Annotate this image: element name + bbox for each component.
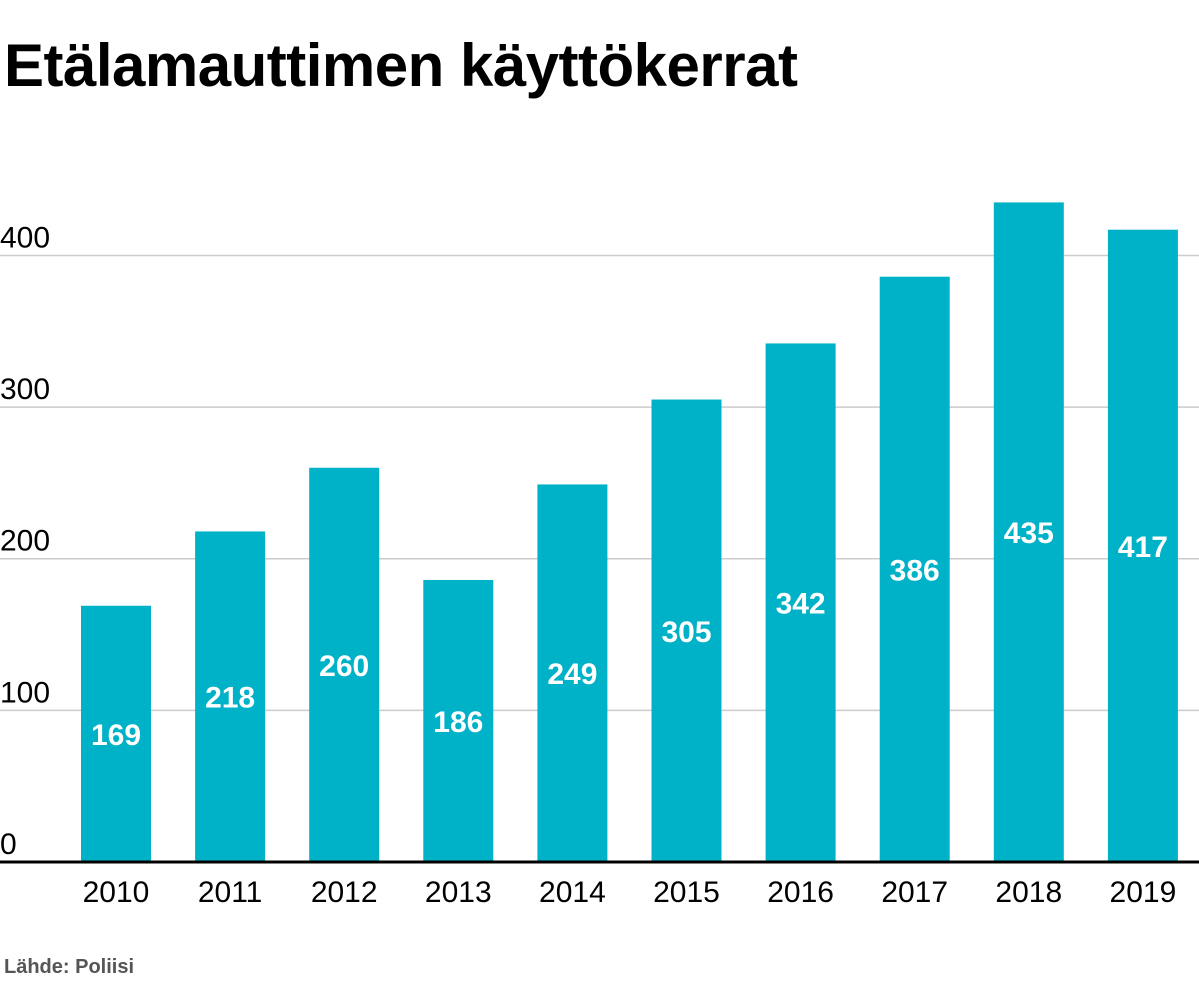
x-tick-label: 2012 xyxy=(311,876,378,909)
y-tick-label: 200 xyxy=(0,525,50,558)
bar xyxy=(537,484,608,862)
bar xyxy=(195,531,266,862)
x-tick-label: 2016 xyxy=(767,876,834,909)
data-label: 305 xyxy=(661,616,711,649)
data-label: 218 xyxy=(205,682,255,715)
bar xyxy=(651,399,722,862)
data-label: 435 xyxy=(1004,517,1054,550)
data-labels: 169 218 260 186 249 305 342 386 435 417 xyxy=(91,517,1168,752)
y-tick-label: 400 xyxy=(0,221,50,254)
y-axis-tick-labels: 0 100 200 300 400 xyxy=(0,221,50,861)
x-tick-label: 2015 xyxy=(653,876,720,909)
bar xyxy=(993,202,1064,863)
data-label: 342 xyxy=(776,588,826,621)
bar xyxy=(1107,229,1178,863)
bar xyxy=(423,579,494,862)
x-tick-label: 2019 xyxy=(1110,876,1177,909)
data-label: 249 xyxy=(547,658,597,691)
bar xyxy=(309,467,380,862)
x-axis-tick-labels: 2010 2011 2012 2013 2014 2015 2016 2017 2018 2019 xyxy=(83,876,1177,909)
chart-title: Etälamauttimen käyttökerrat xyxy=(4,32,798,99)
bars xyxy=(81,202,1178,863)
data-label: 417 xyxy=(1118,531,1168,564)
bar xyxy=(879,276,950,862)
y-tick-label: 0 xyxy=(0,828,17,861)
x-tick-label: 2018 xyxy=(995,876,1062,909)
bar xyxy=(81,605,151,862)
y-tick-label: 300 xyxy=(0,373,50,406)
x-tick-label: 2013 xyxy=(425,876,492,909)
data-label: 186 xyxy=(433,706,483,739)
bar xyxy=(765,343,836,862)
y-tick-label: 100 xyxy=(0,676,50,709)
x-tick-label: 2017 xyxy=(881,876,948,909)
data-label: 386 xyxy=(890,554,940,587)
source-note: Lähde: Poliisi xyxy=(4,956,135,978)
x-tick-label: 2011 xyxy=(198,876,263,909)
data-label: 260 xyxy=(319,650,369,683)
x-tick-label: 2010 xyxy=(83,876,150,909)
x-tick-label: 2014 xyxy=(539,876,606,909)
data-label: 169 xyxy=(91,719,141,752)
